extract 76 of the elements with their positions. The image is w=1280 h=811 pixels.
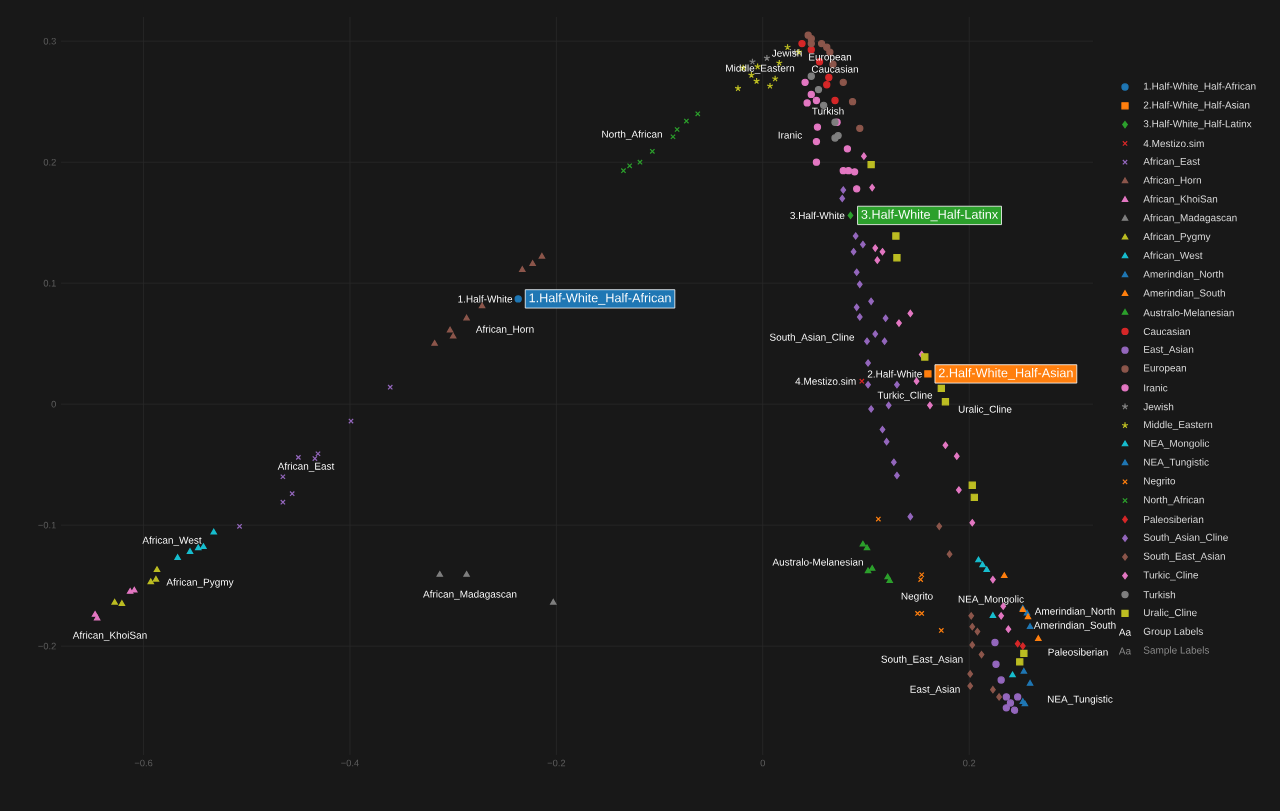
annotation: Turkic_Cline bbox=[877, 391, 933, 401]
x-tick-label: 0.2 bbox=[963, 759, 976, 767]
legend-label: North_African bbox=[1144, 495, 1204, 506]
annotation: Middle_Eastern bbox=[726, 64, 795, 74]
annotation: Negrito bbox=[901, 592, 933, 602]
legend-label: African_Pygmy bbox=[1143, 232, 1211, 243]
annotation: Amerindian_North bbox=[1034, 607, 1115, 617]
x-tick-label: 0 bbox=[760, 759, 766, 767]
annotation: 1.Half-White bbox=[458, 295, 513, 303]
annotation: African_KhoiSan bbox=[72, 631, 147, 641]
annotation: East_Asian bbox=[910, 685, 960, 695]
x-tick-label: −0.4 bbox=[341, 759, 359, 767]
legend-label: Australo-Melanesian bbox=[1143, 308, 1234, 317]
legend-label: East_Asian bbox=[1144, 345, 1194, 355]
legend-label: 4.Mestizo.sim bbox=[1143, 139, 1204, 148]
text: Aa bbox=[1118, 628, 1132, 636]
annotation: African_East bbox=[277, 462, 335, 472]
annotation: 3.Half-White bbox=[790, 211, 845, 220]
legend-label: 1.Half-White_Half-African bbox=[1144, 82, 1256, 92]
y-tick-label: 0.2 bbox=[43, 158, 56, 166]
legend-label: NEA_Mongolic bbox=[1144, 439, 1210, 449]
legend-label: African_Madagascan bbox=[1143, 213, 1237, 224]
legend-label: 3.Half-White_Half-Latinx bbox=[1143, 119, 1252, 130]
annotation: Paleosiberian bbox=[1048, 648, 1108, 656]
y-tick-label: 0 bbox=[51, 400, 56, 408]
annotation: North_African bbox=[602, 130, 662, 140]
legend-label: 2.Half-White_Half-Asian bbox=[1143, 101, 1250, 111]
annotation: African_Pygmy bbox=[166, 578, 234, 588]
annotation: Jewish bbox=[771, 49, 802, 57]
legend-label: Amerindian_North bbox=[1143, 270, 1224, 280]
legend-label: African_East bbox=[1143, 157, 1200, 167]
annotation: African_Horn bbox=[475, 325, 534, 335]
legend-label: NEA_Tungistic bbox=[1144, 458, 1209, 468]
text: Aa bbox=[1118, 647, 1132, 655]
text: Group Labels bbox=[1143, 627, 1203, 637]
text: Sample Labels bbox=[1143, 646, 1210, 656]
legend-label: Iranic bbox=[1144, 384, 1168, 392]
legend-label: Uralic_Cline bbox=[1144, 608, 1197, 619]
x-tick-label: −0.2 bbox=[547, 759, 566, 767]
annotation: Amerindian_South bbox=[1033, 621, 1116, 631]
y-tick-label: −0.2 bbox=[38, 642, 56, 650]
legend-label: European bbox=[1144, 364, 1186, 374]
annotation: 3.Half-White_Half-Latinx bbox=[861, 209, 999, 222]
legend-label: Turkish bbox=[1143, 590, 1176, 599]
x-tick-label: −0.6 bbox=[134, 759, 153, 767]
annotation: European bbox=[809, 53, 852, 63]
legend-label: Negrito bbox=[1144, 477, 1176, 487]
annotation: African_West bbox=[142, 536, 202, 546]
y-tick-label: −0.1 bbox=[38, 521, 56, 529]
annotation: NEA_Tungistic bbox=[1047, 695, 1113, 705]
annotation: Uralic_Cline bbox=[958, 405, 1012, 415]
annotation: Iranic bbox=[778, 131, 802, 139]
legend-label: African_Horn bbox=[1143, 176, 1201, 186]
legend-label: Paleosiberian bbox=[1144, 515, 1204, 524]
annotation: Australo-Melanesian bbox=[772, 558, 863, 566]
legend-label: Turkic_Cline bbox=[1143, 571, 1199, 581]
legend-label: African_West bbox=[1143, 251, 1203, 261]
annotation: NEA_Mongolic bbox=[958, 595, 1024, 605]
legend-label: South_East_Asian bbox=[1143, 552, 1225, 562]
annotation: 2.Half-White_Half-Asian bbox=[938, 368, 1073, 380]
annotation: 1.Half-White_Half-African bbox=[529, 293, 671, 305]
legend-label: Caucasian bbox=[1143, 327, 1190, 336]
legend-label: Middle_Eastern bbox=[1144, 420, 1213, 431]
y-tick-label: 0.3 bbox=[43, 37, 56, 45]
annotation: Caucasian bbox=[811, 65, 858, 73]
annotation: Turkish bbox=[812, 107, 844, 115]
annotation: African_Madagascan bbox=[423, 590, 517, 600]
legend-label: Jewish bbox=[1143, 402, 1174, 411]
legend-label: South_Asian_Cline bbox=[1143, 533, 1228, 543]
annotation: 2.Half-White bbox=[867, 370, 922, 378]
annotation: South_East_Asian bbox=[881, 655, 963, 665]
annotation: South_Asian_Cline bbox=[769, 333, 855, 343]
legend-label: Amerindian_South bbox=[1143, 289, 1225, 299]
annotation: 4.Mestizo.sim bbox=[795, 377, 856, 385]
legend-label: African_KhoiSan bbox=[1143, 195, 1218, 205]
y-tick-label: 0.1 bbox=[43, 279, 56, 287]
